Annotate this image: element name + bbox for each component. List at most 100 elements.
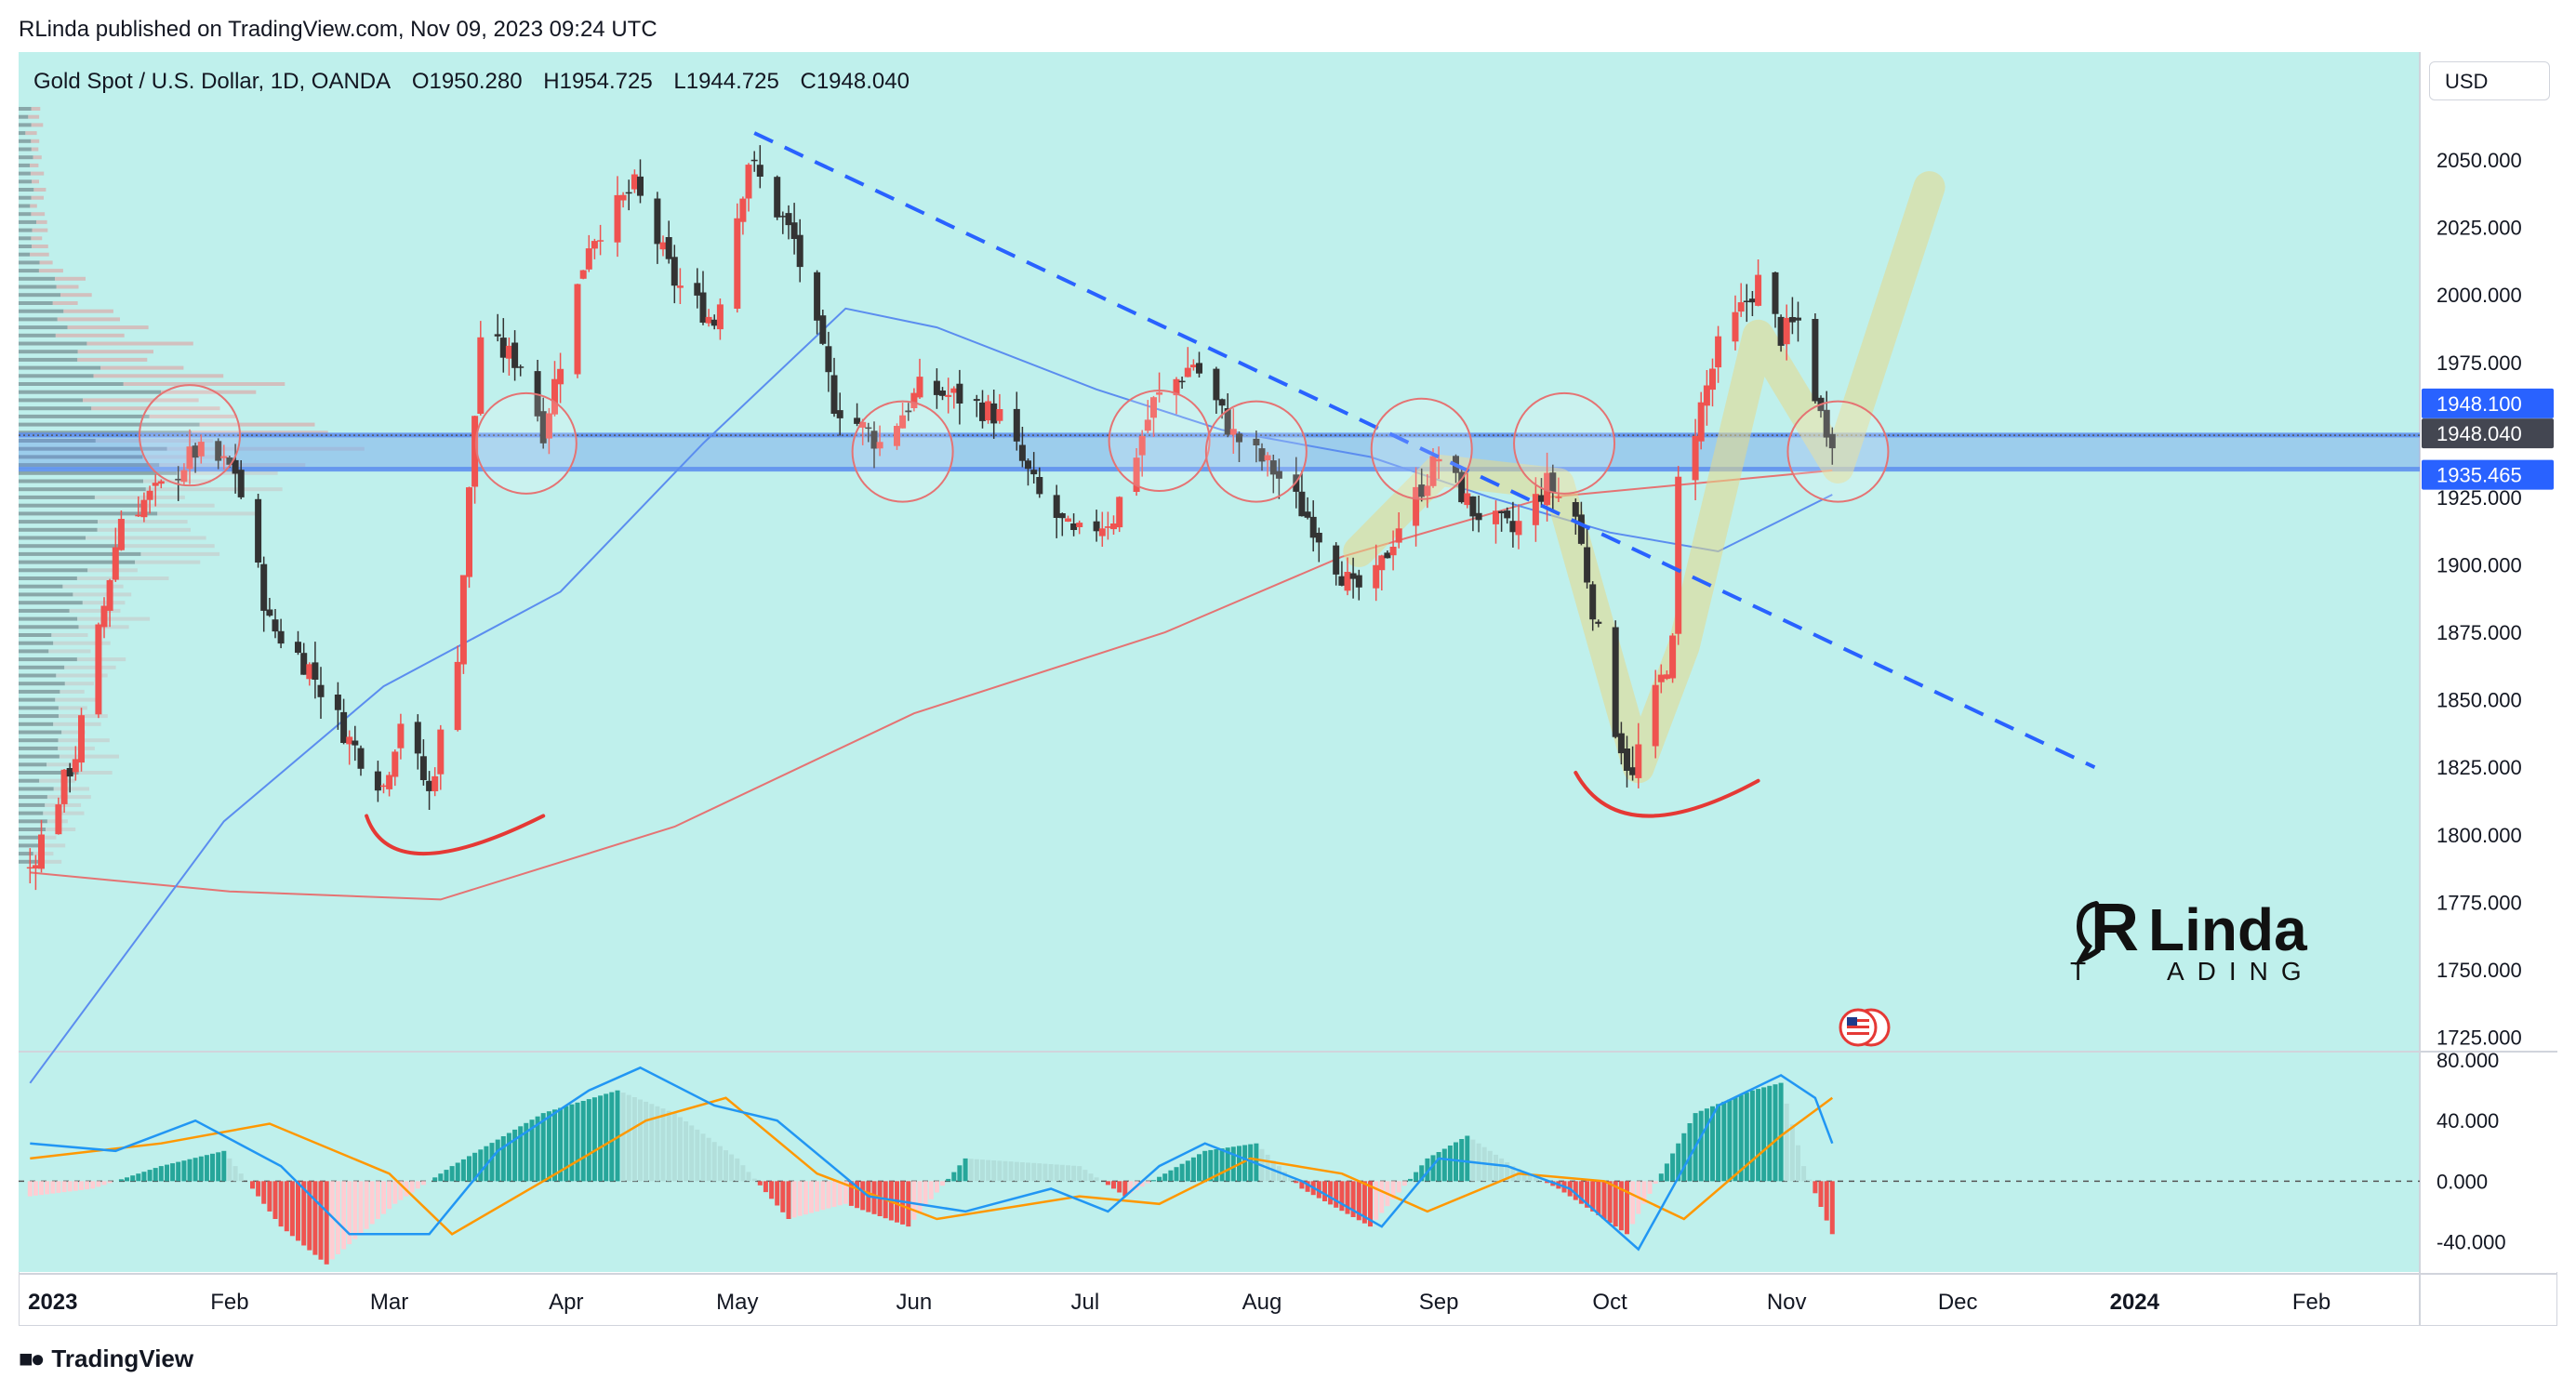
tradingview-branding[interactable]: ■● TradingView [19, 1345, 193, 1373]
candle-body [539, 411, 547, 444]
candle-body [985, 401, 992, 421]
descending-trendline [753, 131, 2096, 770]
candle-body [870, 431, 878, 449]
macd-histogram-bar [1356, 1181, 1361, 1221]
macd-histogram-bar [775, 1181, 780, 1206]
macd-histogram-bar [96, 1181, 101, 1187]
currency-button[interactable]: USD [2429, 61, 2550, 100]
candle-body [1635, 744, 1642, 778]
candle-body [106, 580, 113, 611]
volume-profile-bar [86, 536, 206, 540]
candle-body [112, 547, 119, 580]
candle-body [990, 403, 998, 424]
time-tick-label: Nov [1767, 1290, 1807, 1315]
macd-histogram-bar [1807, 1179, 1812, 1182]
symbol-legend: Gold Spot / U.S. Dollar, 1D, OANDA O1950… [33, 69, 924, 95]
macd-histogram-bar [198, 1156, 204, 1182]
candle-body [78, 715, 85, 763]
macd-histogram-bar [751, 1178, 757, 1182]
macd-histogram-bar [803, 1181, 808, 1215]
candle-body [625, 192, 632, 194]
macd-histogram-bar [1139, 1181, 1145, 1187]
macd-histogram-bar [1789, 1124, 1795, 1182]
candle-body [614, 194, 621, 243]
candle-body [956, 383, 963, 404]
macd-histogram-bar [529, 1119, 535, 1182]
macd-histogram-bar [1202, 1150, 1208, 1182]
candle-body [1395, 528, 1402, 543]
tradingview-wordmark: TradingView [51, 1345, 194, 1372]
macd-histogram-bar [267, 1181, 272, 1212]
macd-histogram-bar [1454, 1142, 1458, 1182]
candle-body [277, 630, 285, 644]
macd-histogram-bar [221, 1150, 227, 1182]
macd-histogram-bar [666, 1110, 671, 1182]
price-axis[interactable]: 1725.000 1750.000 1775.000 1800.000 1825.000… [2422, 82, 2554, 1254]
candle-body [352, 740, 359, 746]
candle-body [1104, 526, 1111, 528]
candle-body [306, 664, 313, 680]
candle-body [830, 375, 838, 414]
candle-body [255, 498, 262, 563]
candle-body [785, 213, 792, 226]
candle-body [220, 456, 228, 458]
macd-histogram-bar [786, 1181, 791, 1219]
candle-body [1657, 674, 1665, 682]
macd-histogram-bar [1179, 1163, 1185, 1182]
macd-histogram-bar [1276, 1166, 1281, 1182]
macd-histogram-bar [1071, 1165, 1077, 1182]
macd-histogram-bar [272, 1181, 278, 1219]
macd-histogram-bar [631, 1097, 637, 1182]
retest-circle [1108, 389, 1211, 492]
macd-histogram-bar [644, 1101, 649, 1182]
candle-body [1755, 274, 1762, 306]
volume-profile-bar [30, 204, 37, 208]
macd-histogram-bar [957, 1165, 963, 1182]
macd-histogram-bar [1698, 1110, 1704, 1182]
macd-histogram-bar [928, 1181, 934, 1199]
macd-histogram-bar [1225, 1147, 1230, 1182]
volume-profile-bar [31, 107, 41, 111]
candle-body [1629, 767, 1637, 775]
macd-histogram-bar [1687, 1123, 1693, 1182]
volume-profile-bar [19, 601, 83, 605]
volume-profile-bar [19, 852, 33, 856]
volume-profile-bar [19, 551, 141, 556]
retest-circle [1204, 400, 1308, 503]
macd-histogram-bar [540, 1113, 546, 1182]
volume-profile-bar [19, 195, 32, 200]
volume-profile-bar [19, 285, 57, 289]
candle-body [1344, 572, 1351, 591]
candle-body [1178, 380, 1186, 383]
macd-histogram-bar [1066, 1165, 1070, 1182]
macd-histogram-bar [107, 1181, 113, 1184]
candle-body [894, 426, 900, 446]
time-tick-label: 2023 [28, 1290, 77, 1315]
price-label-text: 1935.465 [2437, 464, 2522, 487]
candle-body [1144, 419, 1151, 431]
macd-histogram-bar [649, 1104, 655, 1182]
macd-histogram-bar [1601, 1181, 1607, 1219]
candle-body [1617, 733, 1625, 754]
macd-histogram-bar [1613, 1181, 1618, 1227]
macd-histogram-bar [780, 1181, 786, 1212]
retest-circle [851, 400, 954, 503]
flag-icon[interactable] [1839, 1008, 1891, 1047]
macd-histogram-bar [1208, 1149, 1214, 1182]
time-tick-label: Jun [896, 1290, 933, 1315]
macd-line [30, 1066, 1834, 1252]
volume-profile-bar [19, 431, 193, 435]
macd-tick-label: 0.000 [2437, 1170, 2488, 1193]
macd-histogram-bar [375, 1181, 380, 1219]
volume-profile-bar [19, 795, 47, 800]
volume-profile-bar [19, 317, 58, 322]
macd-histogram-bar [986, 1159, 991, 1182]
macd-signal-line [30, 1096, 1834, 1236]
volume-profile-bar [19, 406, 92, 411]
time-axis[interactable]: 2023 Feb Mar Apr May Jun Jul Aug Sep Oct Nov Dec 202… [28, 1290, 2330, 1315]
candle-body [1692, 435, 1699, 481]
macd-histogram-bar [335, 1181, 340, 1254]
candle-body [471, 416, 479, 487]
candle-body [671, 257, 678, 286]
